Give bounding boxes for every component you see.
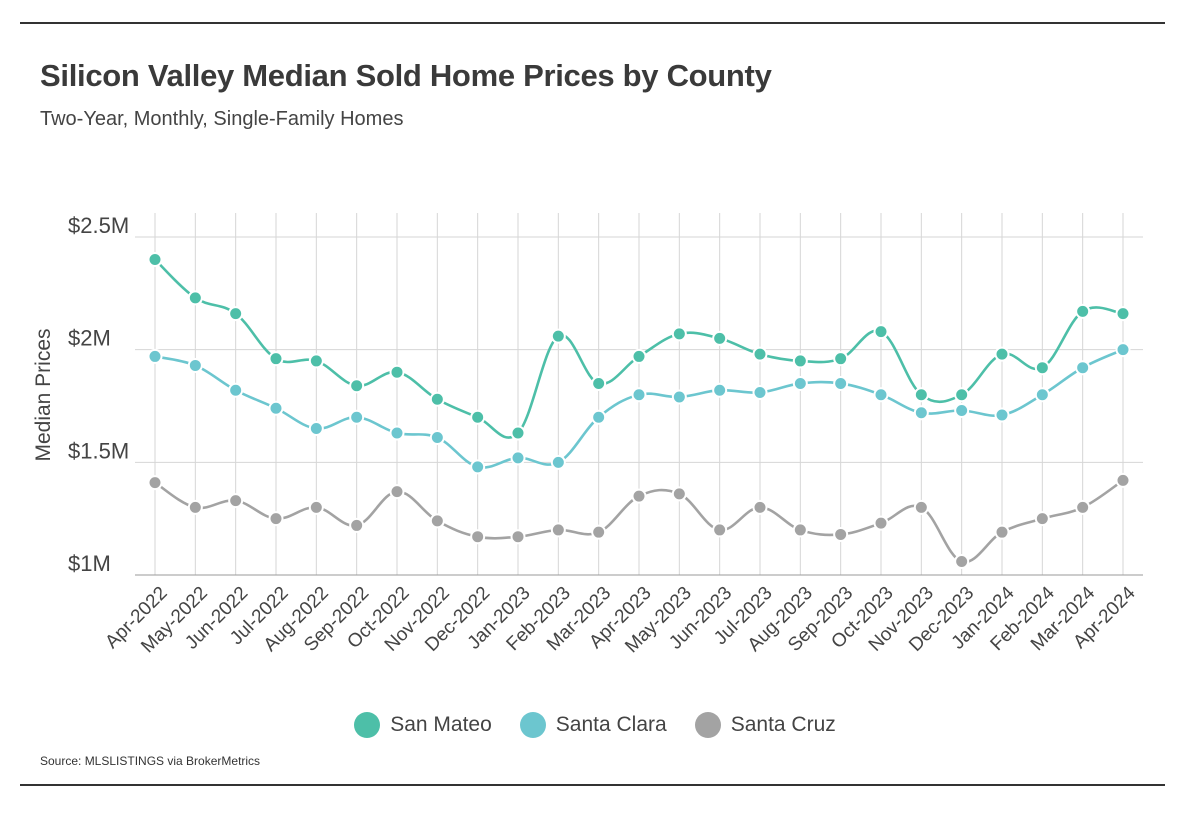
data-point-santa-cruz: [873, 515, 889, 531]
data-point-san-mateo: [147, 252, 163, 268]
data-point-san-mateo: [470, 409, 486, 425]
data-point-santa-clara: [833, 375, 849, 391]
data-point-san-mateo: [913, 387, 929, 403]
data-point-santa-clara: [187, 357, 203, 373]
legend-swatch-santa-clara: [519, 712, 546, 738]
data-point-santa-cruz: [712, 522, 728, 538]
data-point-santa-cruz: [913, 499, 929, 515]
data-point-san-mateo: [752, 346, 768, 362]
data-point-santa-clara: [268, 400, 284, 416]
data-point-santa-cruz: [792, 522, 808, 538]
data-point-san-mateo: [550, 328, 566, 344]
y-tick-label: $2M: [68, 326, 111, 351]
data-point-san-mateo: [228, 306, 244, 322]
data-point-santa-clara: [591, 409, 607, 425]
y-tick-label: $1M: [68, 551, 111, 576]
y-tick-label: $1.5M: [68, 438, 129, 463]
data-point-santa-clara: [671, 389, 687, 405]
data-point-santa-clara: [752, 384, 768, 400]
data-point-san-mateo: [833, 351, 849, 367]
legend: San Mateo Santa Clara Santa Cruz: [0, 712, 1190, 738]
data-point-san-mateo: [591, 375, 607, 391]
data-point-san-mateo: [671, 326, 687, 342]
data-point-santa-cruz: [510, 529, 526, 545]
data-point-santa-cruz: [550, 522, 566, 538]
data-point-santa-cruz: [308, 499, 324, 515]
data-point-santa-cruz: [470, 529, 486, 545]
data-point-san-mateo: [389, 364, 405, 380]
data-point-santa-clara: [429, 430, 445, 446]
data-point-santa-cruz: [591, 524, 607, 540]
data-point-san-mateo: [510, 425, 526, 441]
data-point-santa-cruz: [752, 499, 768, 515]
source-note: Source: MLSLISTINGS via BrokerMetrics: [40, 754, 261, 768]
data-point-san-mateo: [994, 346, 1010, 362]
data-point-san-mateo: [349, 378, 365, 394]
data-point-san-mateo: [1034, 360, 1050, 376]
data-point-santa-cruz: [954, 553, 970, 569]
data-point-san-mateo: [268, 351, 284, 367]
data-point-santa-clara: [1115, 342, 1131, 358]
data-point-santa-clara: [913, 405, 929, 421]
data-point-san-mateo: [1115, 306, 1131, 322]
data-point-santa-cruz: [671, 486, 687, 502]
legend-label-santa-cruz: Santa Cruz: [730, 713, 836, 736]
data-point-santa-clara: [228, 382, 244, 398]
data-point-san-mateo: [792, 353, 808, 369]
data-point-santa-cruz: [228, 493, 244, 509]
data-point-santa-clara: [873, 387, 889, 403]
data-point-santa-cruz: [268, 511, 284, 527]
data-point-santa-clara: [954, 403, 970, 419]
chart-subtitle: Two-Year, Monthly, Single-Family Homes: [40, 108, 404, 130]
data-point-san-mateo: [1075, 303, 1091, 319]
data-point-santa-clara: [1075, 360, 1091, 376]
data-point-santa-clara: [349, 409, 365, 425]
bottom-rule: [20, 784, 1165, 786]
data-point-santa-cruz: [833, 526, 849, 542]
data-point-santa-clara: [994, 407, 1010, 423]
data-point-san-mateo: [187, 290, 203, 306]
chart-title: Silicon Valley Median Sold Home Prices b…: [40, 58, 772, 93]
top-rule: [20, 22, 1165, 24]
legend-item-santa-clara: Santa Clara: [519, 712, 667, 738]
data-point-santa-clara: [147, 348, 163, 364]
data-point-san-mateo: [308, 353, 324, 369]
data-point-santa-cruz: [349, 517, 365, 533]
data-point-santa-clara: [470, 459, 486, 475]
data-point-santa-clara: [308, 421, 324, 437]
data-point-santa-cruz: [1034, 511, 1050, 527]
y-axis-label: Median Prices: [32, 328, 55, 461]
legend-item-santa-cruz: Santa Cruz: [694, 712, 836, 738]
data-point-santa-clara: [550, 454, 566, 470]
data-point-santa-cruz: [994, 524, 1010, 540]
data-point-santa-clara: [1034, 387, 1050, 403]
legend-swatch-san-mateo: [354, 712, 381, 738]
data-point-san-mateo: [631, 348, 647, 364]
data-point-santa-cruz: [1075, 499, 1091, 515]
legend-label-san-mateo: San Mateo: [390, 713, 492, 736]
data-point-santa-clara: [712, 382, 728, 398]
data-point-san-mateo: [873, 324, 889, 340]
data-point-santa-cruz: [147, 475, 163, 491]
y-tick-label: $2.5M: [68, 213, 129, 238]
legend-swatch-santa-cruz: [694, 712, 721, 738]
data-point-san-mateo: [712, 330, 728, 346]
data-point-san-mateo: [954, 387, 970, 403]
data-point-santa-clara: [792, 375, 808, 391]
data-point-santa-cruz: [631, 488, 647, 504]
data-point-santa-cruz: [429, 513, 445, 529]
legend-label-santa-clara: Santa Clara: [555, 713, 667, 736]
data-point-santa-clara: [389, 425, 405, 441]
data-point-santa-clara: [510, 450, 526, 466]
data-point-santa-cruz: [187, 499, 203, 515]
legend-item-san-mateo: San Mateo: [354, 712, 492, 738]
data-point-santa-clara: [631, 387, 647, 403]
data-point-san-mateo: [429, 391, 445, 407]
data-point-santa-cruz: [389, 484, 405, 500]
data-point-santa-cruz: [1115, 472, 1131, 488]
